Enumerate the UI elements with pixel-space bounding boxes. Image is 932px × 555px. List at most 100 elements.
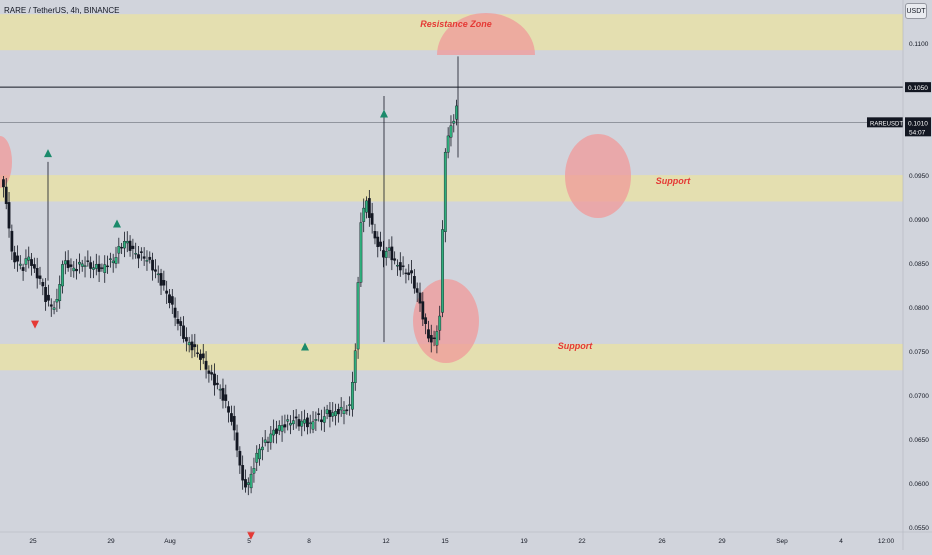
candle-body xyxy=(173,307,177,318)
candle-body xyxy=(359,222,363,283)
candle-body xyxy=(345,409,349,412)
candle-body xyxy=(114,257,118,264)
candle-body xyxy=(342,410,346,415)
candle-body xyxy=(170,296,174,305)
candle-body xyxy=(277,425,281,431)
candle-body xyxy=(258,448,261,460)
candle-body xyxy=(69,264,73,267)
x-tick-label: 22 xyxy=(578,538,586,545)
candle-body xyxy=(286,419,290,422)
up-arrow-marker xyxy=(44,149,52,158)
candle-body xyxy=(18,263,22,266)
candle-body xyxy=(452,120,456,124)
candle-body xyxy=(351,382,354,410)
candle-body xyxy=(151,259,154,271)
y-tick-label: 0.0650 xyxy=(909,437,929,444)
candle-body xyxy=(438,315,442,331)
highlight-circle-2 xyxy=(413,279,479,363)
candle-body xyxy=(156,273,160,276)
candle-body xyxy=(201,353,205,359)
up-arrow-marker xyxy=(380,109,388,118)
x-tick-label: 19 xyxy=(520,538,528,545)
candle-body xyxy=(7,202,11,229)
candle-body xyxy=(187,342,191,346)
candle-body xyxy=(266,441,270,444)
candle-body xyxy=(289,422,292,426)
candle-body xyxy=(97,263,101,272)
candle-body xyxy=(390,246,394,261)
candle-body xyxy=(41,282,45,287)
candle-body xyxy=(306,417,309,428)
candle-body xyxy=(21,267,25,271)
candle-body xyxy=(210,372,214,375)
candle-body xyxy=(373,231,377,239)
candle-body xyxy=(103,264,107,273)
candle-body xyxy=(230,413,233,422)
candle-body xyxy=(145,260,149,262)
x-tick-label: 5 xyxy=(247,538,251,545)
down-arrow-marker xyxy=(247,531,255,540)
y-tick-label: 0.0550 xyxy=(909,525,929,532)
candle-body xyxy=(38,275,42,279)
candle-body xyxy=(176,319,180,324)
candle-body xyxy=(303,419,306,424)
candle-body xyxy=(78,261,81,265)
candle-body xyxy=(106,265,109,268)
candle-body xyxy=(52,307,56,310)
candle-body xyxy=(218,388,222,391)
candle-body xyxy=(238,450,242,466)
candle-body xyxy=(291,420,295,425)
candle-body xyxy=(142,256,146,259)
candle-body xyxy=(61,264,64,287)
price-tag-box xyxy=(905,82,931,93)
candle-body xyxy=(424,317,428,325)
candle-body xyxy=(108,258,112,260)
candle-body xyxy=(137,254,140,259)
candle-body xyxy=(348,404,352,406)
candle-body xyxy=(320,419,323,423)
candle-body xyxy=(182,325,185,339)
candle-body xyxy=(128,240,132,251)
candle-body xyxy=(449,125,453,138)
currency-button[interactable]: USDT xyxy=(905,3,927,19)
up-arrow-marker xyxy=(301,342,309,351)
candle-body xyxy=(215,382,219,385)
candle-body xyxy=(272,429,276,436)
candle-body xyxy=(255,452,259,463)
y-tick-label: 0.0700 xyxy=(909,393,929,400)
candle-body xyxy=(249,473,253,489)
candle-body xyxy=(165,290,169,294)
down-arrow-marker xyxy=(31,320,39,329)
candle-body xyxy=(13,252,17,263)
candle-body xyxy=(80,263,84,267)
x-tick-label: 29 xyxy=(107,538,115,545)
candle-body xyxy=(125,241,129,244)
candle-body xyxy=(139,251,143,253)
candle-body xyxy=(111,260,115,264)
candle-body xyxy=(30,259,33,266)
candle-body xyxy=(322,416,326,423)
candle-body xyxy=(49,304,53,307)
candle-body xyxy=(227,406,230,413)
candle-body xyxy=(232,416,236,431)
candle-body xyxy=(336,408,340,415)
candle-body xyxy=(263,439,267,443)
y-tick-label: 0.0600 xyxy=(909,481,929,488)
candle-body xyxy=(362,207,366,222)
candle-body xyxy=(235,432,239,451)
x-tick-label: 12:00 xyxy=(878,538,895,545)
candle-body xyxy=(275,428,278,434)
candle-body xyxy=(86,260,90,262)
candle-body xyxy=(382,250,385,258)
candle-body xyxy=(443,151,447,232)
candle-body xyxy=(224,394,228,401)
candle-body xyxy=(317,413,321,415)
candle-body xyxy=(123,241,126,249)
x-tick-label: 4 xyxy=(839,538,843,545)
candle-body xyxy=(446,135,450,153)
candle-body xyxy=(193,344,197,348)
candle-body xyxy=(376,236,380,248)
candle-body xyxy=(148,256,152,260)
